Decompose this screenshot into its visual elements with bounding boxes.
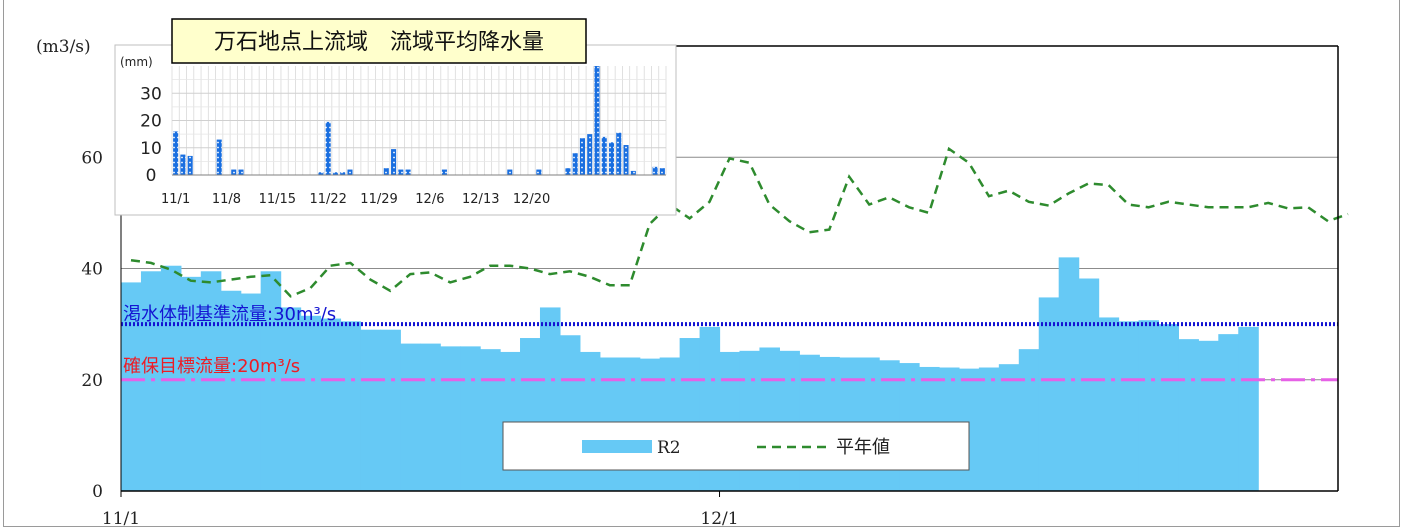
rainfall-inset: 0 10 20 30 (mm) 11/1 11/8 11/15 11/22 11/29 12/6 12… <box>114 18 677 216</box>
flow-bar <box>1098 317 1120 491</box>
x-tick-label: 12/1 <box>700 509 738 529</box>
y-tick-label: 0 <box>92 482 103 502</box>
flow-bar <box>978 367 1000 491</box>
inset-y-tick-label: 20 <box>140 112 162 132</box>
rainfall-bar <box>332 172 338 175</box>
rainfall-bar <box>216 139 222 175</box>
flow-bar <box>280 307 302 491</box>
x-tick-label: 11/1 <box>102 509 140 529</box>
flow-bar <box>360 329 381 491</box>
inset-x-tick-label: 11/1 <box>161 192 190 207</box>
inset-x-tick-label: 12/20 <box>513 192 550 207</box>
inset-x-tick-label: 11/15 <box>259 192 296 207</box>
threshold-lines: 渇水体制基準流量:30m³/s 確保目標流量:20m³/s <box>121 304 1338 382</box>
inset-y-tick-label: 0 <box>146 166 157 186</box>
inset-x-tick-label: 12/13 <box>462 192 499 207</box>
flow-bar <box>460 346 481 491</box>
flow-bar <box>1218 334 1239 491</box>
legend: R2 平年値 <box>502 421 970 471</box>
y-tick-label: 60 <box>81 148 103 168</box>
rainfall-bar <box>630 170 636 175</box>
flow-bar <box>240 293 262 491</box>
rainfall-bar <box>659 168 665 175</box>
flow-bar <box>300 315 322 491</box>
average-line <box>130 146 1349 298</box>
flow-bar <box>220 290 242 491</box>
flow-bar <box>440 346 461 491</box>
flow-bar <box>1158 324 1179 491</box>
flow-bar <box>400 343 421 491</box>
flow-bar <box>121 282 142 491</box>
legend-swatch-bars <box>582 440 652 453</box>
inset-y-tick-label: 10 <box>140 139 162 159</box>
inset-x-tick-label: 12/6 <box>415 192 444 207</box>
chart-frame <box>3 0 1400 527</box>
inset-title: 万石地点上流域 流域平均降水量 <box>214 30 544 55</box>
legend-label-bars: R2 <box>657 438 681 458</box>
rainfall-bar <box>572 153 578 175</box>
inset-y-tick-label: 30 <box>140 84 162 104</box>
rainfall-bar <box>238 169 244 175</box>
flow-bar <box>320 318 342 491</box>
rainfall-bar <box>231 169 237 175</box>
flow-bar <box>1118 321 1140 491</box>
flow-bar <box>1078 278 1100 491</box>
average-series-line <box>130 146 1349 298</box>
flow-bar <box>998 364 1020 491</box>
inset-background <box>114 44 677 216</box>
target-label: 確保目標流量:20m³/s <box>123 356 300 377</box>
rainfall-bar <box>173 131 179 175</box>
inset-x-tick-label: 11/22 <box>309 192 346 207</box>
inset-y-unit: (mm) <box>120 55 153 69</box>
flow-bar <box>380 329 401 491</box>
inset-x-tick-label: 11/8 <box>212 192 241 207</box>
rainfall-bar <box>441 169 447 175</box>
flow-bar <box>1058 257 1080 491</box>
y-tick-label: 20 <box>81 371 103 391</box>
flow-bar <box>480 349 501 491</box>
main-tick-labels: 0 20 40 60 (m3/s) 11/1 12/1 <box>36 37 739 529</box>
rainfall-bar <box>536 169 542 175</box>
rainfall-bar <box>608 142 615 175</box>
rainfall-bar <box>187 155 193 175</box>
rainfall-bar <box>594 66 600 175</box>
rainfall-bar <box>587 134 593 175</box>
y-tick-label: 40 <box>81 260 103 280</box>
rainfall-bar <box>616 132 622 175</box>
rainfall-bar <box>579 138 585 175</box>
flow-bar <box>340 321 362 491</box>
inset-title-box <box>171 18 587 64</box>
flow-bar <box>180 276 202 491</box>
flow-bar <box>1198 340 1219 491</box>
rainfall-bar <box>507 169 513 175</box>
rainfall-bar <box>623 145 629 175</box>
rainfall-bar <box>325 121 331 175</box>
flow-bar <box>1138 320 1160 491</box>
threshold-label: 渇水体制基準流量:30m³/s <box>123 304 336 325</box>
flow-bar <box>1238 326 1259 491</box>
rainfall-bar <box>383 168 389 175</box>
rainfall-bar <box>652 166 658 175</box>
rainfall-bar <box>391 149 397 175</box>
rainfall-bar <box>398 169 404 175</box>
rainfall-bar <box>318 172 324 175</box>
flow-bar <box>1178 339 1199 491</box>
flow-bar <box>1038 297 1060 491</box>
rainfall-bar <box>601 136 607 175</box>
flow-bar <box>260 271 282 491</box>
flow-bar <box>420 343 441 491</box>
rainfall-bar <box>565 168 571 175</box>
y-axis-unit: (m3/s) <box>36 37 91 57</box>
legend-box <box>502 421 970 471</box>
rainfall-bar <box>180 154 186 175</box>
legend-label-line: 平年値 <box>836 437 890 458</box>
flow-bar <box>1018 349 1040 491</box>
rainfall-bar <box>340 172 346 175</box>
rainfall-bar <box>347 169 353 175</box>
inset-x-tick-label: 11/29 <box>360 192 397 207</box>
rainfall-bar <box>405 169 411 175</box>
